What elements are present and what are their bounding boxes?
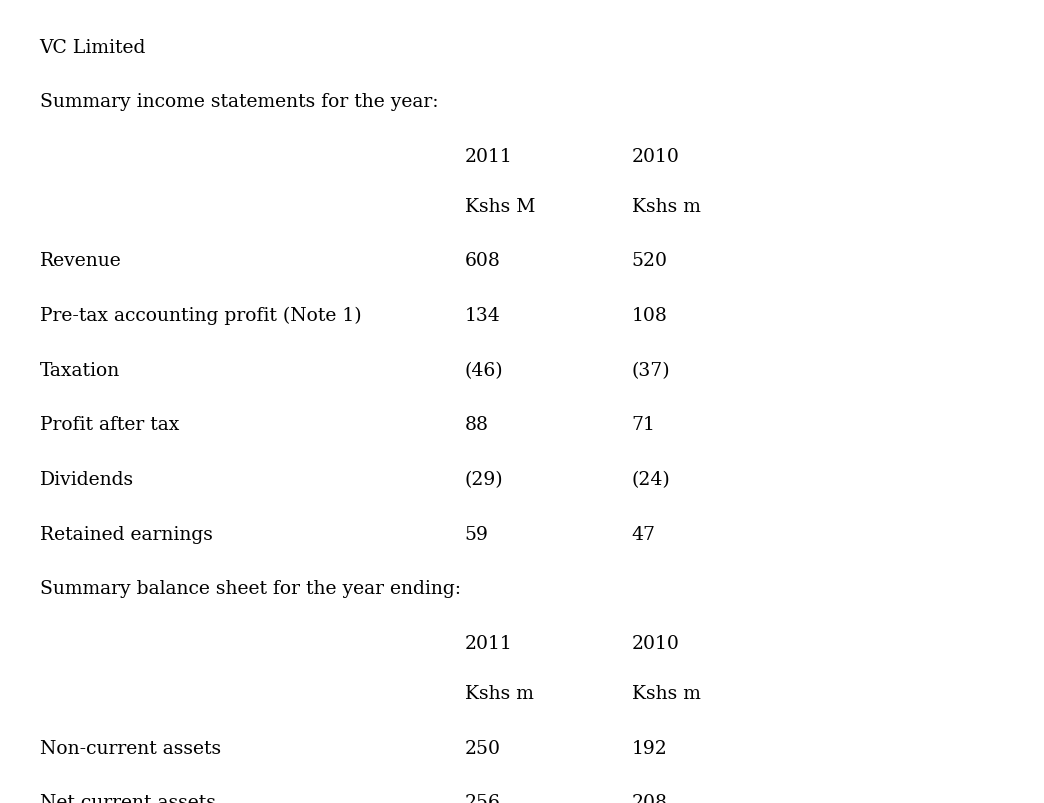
Text: 47: 47 — [632, 525, 656, 543]
Text: 2010: 2010 — [632, 634, 680, 652]
Text: Revenue: Revenue — [40, 252, 121, 270]
Text: Kshs m: Kshs m — [465, 684, 533, 702]
Text: Dividends: Dividends — [40, 471, 134, 488]
Text: 71: 71 — [632, 416, 656, 434]
Text: Profit after tax: Profit after tax — [40, 416, 180, 434]
Text: 2010: 2010 — [632, 148, 680, 165]
Text: Kshs m: Kshs m — [632, 198, 701, 215]
Text: Summary income statements for the year:: Summary income statements for the year: — [40, 93, 438, 111]
Text: 2011: 2011 — [465, 148, 513, 165]
Text: 192: 192 — [632, 739, 667, 756]
Text: Pre-tax accounting profit (Note 1): Pre-tax accounting profit (Note 1) — [40, 307, 361, 325]
Text: (29): (29) — [465, 471, 503, 488]
Text: (46): (46) — [465, 361, 503, 379]
Text: Kshs m: Kshs m — [632, 684, 701, 702]
Text: 520: 520 — [632, 252, 667, 270]
Text: 108: 108 — [632, 307, 667, 324]
Text: Kshs M: Kshs M — [465, 198, 535, 215]
Text: VC Limited: VC Limited — [40, 39, 146, 56]
Text: (37): (37) — [632, 361, 670, 379]
Text: 88: 88 — [465, 416, 489, 434]
Text: Summary balance sheet for the year ending:: Summary balance sheet for the year endin… — [40, 580, 460, 597]
Text: Non-current assets: Non-current assets — [40, 739, 220, 756]
Text: Net current assets: Net current assets — [40, 793, 215, 803]
Text: 2011: 2011 — [465, 634, 513, 652]
Text: (24): (24) — [632, 471, 670, 488]
Text: Retained earnings: Retained earnings — [40, 525, 213, 543]
Text: 250: 250 — [465, 739, 500, 756]
Text: 608: 608 — [465, 252, 500, 270]
Text: 134: 134 — [465, 307, 500, 324]
Text: 208: 208 — [632, 793, 667, 803]
Text: 256: 256 — [465, 793, 500, 803]
Text: 59: 59 — [465, 525, 489, 543]
Text: Taxation: Taxation — [40, 361, 120, 379]
